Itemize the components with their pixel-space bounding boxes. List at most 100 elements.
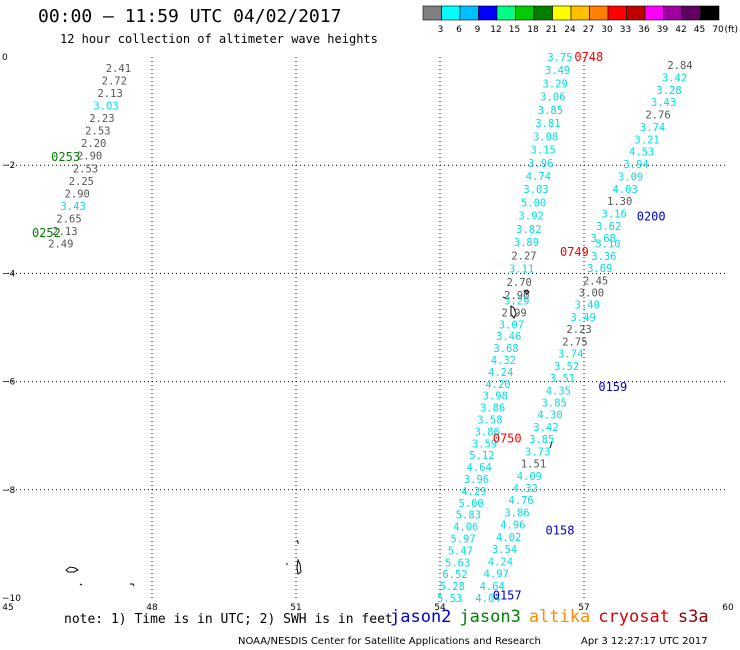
island-outline <box>65 566 79 573</box>
y-tick-label: −4 <box>2 269 16 279</box>
scale-tick: 45 <box>694 25 705 35</box>
wave-height-label: 3.96 <box>528 158 553 170</box>
wave-height-label: 4.35 <box>546 385 571 397</box>
wave-height-label: 3.16 <box>602 209 627 221</box>
pass-time-label: 0748 <box>574 50 603 64</box>
scale-tick: 21 <box>546 25 557 35</box>
scale-tick: 24 <box>564 25 576 35</box>
wave-height-label: 2.84 <box>667 60 692 72</box>
wave-height-label: 1.30 <box>607 196 632 208</box>
wave-height-label: 3.89 <box>514 237 539 249</box>
wave-height-label: 5.12 <box>469 450 494 462</box>
wave-height-label: 3.74 <box>640 122 665 134</box>
wave-height-label: 3.85 <box>538 105 563 117</box>
pass-time-label: 0158 <box>546 523 575 537</box>
wave-height-label: 2.49 <box>48 239 73 251</box>
track-central: 3.753.493.29 3.063.853.813.08 3.153.964.74… <box>504 50 603 302</box>
satellite-jason2: jason2 <box>390 607 452 627</box>
x-tick-label: 48 <box>146 603 158 613</box>
wave-height-label: 5.00 <box>521 197 546 209</box>
wave-height-label: 2.13 <box>98 88 123 100</box>
wave-height-label: 3.42 <box>662 72 687 84</box>
wave-height-label: 2.99 <box>501 307 526 319</box>
wave-height-label: 3.86 <box>504 507 529 519</box>
wave-height-label: 2.72 <box>102 75 127 87</box>
wave-height-label: 2.90 <box>77 151 102 163</box>
wave-height-label: 2.65 <box>56 214 81 226</box>
wave-height-label: 3.68 <box>591 233 616 245</box>
wave-height-label: 4.32 <box>513 483 538 495</box>
pass-time-label: 0750 <box>493 431 522 445</box>
island-outline <box>296 539 299 544</box>
y-tick-label: 0 <box>2 53 8 63</box>
x-tick-label: 45 <box>2 603 13 613</box>
wave-height-label: 2.20 <box>81 138 106 150</box>
pass-time-label: 0252 <box>32 226 61 240</box>
track-central-south: 3.292.993.073.463.684.324.244.203.983.86… <box>437 295 529 605</box>
scale-tick: 3 <box>438 25 444 35</box>
footer-timestamp: Apr 3 12:27:17 UTC 2017 <box>581 636 708 647</box>
pass-time-label: 0157 <box>493 588 522 602</box>
page-subtitle: 12 hour collection of altimeter wave hei… <box>60 32 378 46</box>
scale-tick: 9 <box>475 25 481 35</box>
wave-height-label: 4.24 <box>488 367 513 379</box>
scale-tick: 6 <box>456 25 462 35</box>
wave-height-label: 3.69 <box>587 263 612 275</box>
wave-height-label: 3.21 <box>634 134 659 146</box>
x-tick-label: 57 <box>578 603 589 613</box>
wave-height-label: 3.08 <box>533 131 558 143</box>
wave-height-label: 3.73 <box>525 446 550 458</box>
wave-height-label: 2.13 <box>52 226 77 238</box>
scale-tick: 39 <box>657 25 669 35</box>
track-east: 2.843.423.283.432.763.743.214.533.943.09… <box>591 60 693 245</box>
wave-height-label: 3.82 <box>516 224 541 236</box>
wave-height-label: 4.53 <box>629 147 654 159</box>
y-tick-label: −8 <box>2 486 16 496</box>
track-west: 2.412.722.133.032.232.532.202.902.532.25… <box>32 63 131 251</box>
wave-height-label: 3.36 <box>591 251 616 263</box>
track-east-south: 5.103.363.692.453.003.403.492.232.753.74… <box>475 239 627 605</box>
island-outline <box>502 296 506 299</box>
island-outline <box>296 558 302 575</box>
scale-tick: 27 <box>583 25 594 35</box>
wave-height-label: 3.75 <box>547 52 572 64</box>
wave-height-label: 3.68 <box>493 343 518 355</box>
satellite-s3a: s3a <box>677 607 709 627</box>
x-tick-label: 51 <box>290 603 301 613</box>
wave-height-label: 3.29 <box>543 78 568 90</box>
scale-tick: 70 <box>712 25 724 35</box>
wave-height-label: 2.25 <box>69 176 94 188</box>
y-tick-label: −10 <box>2 594 21 604</box>
wave-height-label: 5.63 <box>445 557 470 569</box>
island-outline <box>523 289 530 295</box>
scale-tick: 12 <box>490 25 501 35</box>
pass-time-label: 0253 <box>51 150 80 164</box>
scale-tick: 36 <box>638 25 650 35</box>
wave-height-label: 3.94 <box>623 159 648 171</box>
scale-tick: 42 <box>675 25 686 35</box>
wave-height-label: 3.29 <box>504 295 529 307</box>
island-outline <box>79 583 83 586</box>
wave-height-label: 4.64 <box>467 462 492 474</box>
wave-height-label: 3.86 <box>480 403 505 415</box>
altimeter-tracks: 2.412.722.133.032.232.532.202.902.532.25… <box>32 50 693 605</box>
pass-time-label: 0159 <box>598 380 627 394</box>
wave-height-label: 4.76 <box>508 495 533 507</box>
wave-height-label: 3.58 <box>477 414 502 426</box>
scale-tick: 18 <box>527 25 539 35</box>
wave-height-label: 4.06 <box>453 522 478 534</box>
wave-height-label: 3.49 <box>545 65 570 77</box>
wave-height-label: 4.09 <box>517 471 542 483</box>
wave-height-label: 4.24 <box>488 556 513 568</box>
wave-height-label: 3.86 <box>475 426 500 438</box>
satellite-altika: altika <box>528 607 591 627</box>
wave-height-label: 3.09 <box>618 171 643 183</box>
wave-height-label: 3.62 <box>596 221 621 233</box>
wave-height-label: 4.32 <box>491 355 516 367</box>
wave-height-label: 3.96 <box>464 474 489 486</box>
y-tick-label: −2 <box>2 161 15 171</box>
wave-height-label: 2.90 <box>65 188 90 200</box>
wave-height-label: 3.15 <box>531 145 556 157</box>
wave-height-label: 3.43 <box>60 201 85 213</box>
wave-height-label: 3.00 <box>579 288 604 300</box>
